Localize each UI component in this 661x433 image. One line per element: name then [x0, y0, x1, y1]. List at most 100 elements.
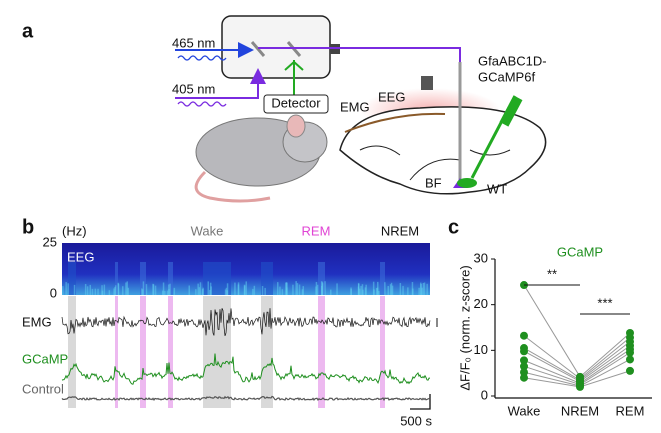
spectrogram-noise: [73, 284, 76, 295]
state-shade: [168, 296, 173, 408]
virus-label: GfaABC1D-: [478, 53, 547, 68]
spectrogram-noise: [302, 286, 304, 295]
spectrogram-noise: [226, 283, 229, 295]
spectrogram-noise: [114, 286, 116, 295]
spectrogram-burst: [140, 262, 146, 295]
spectrogram-noise: [152, 284, 155, 295]
spectrogram-noise: [336, 283, 338, 295]
panel-label: a: [22, 20, 34, 42]
state-shade: [115, 296, 118, 408]
spectrogram-burst: [115, 262, 118, 295]
spectrogram-noise: [321, 285, 323, 295]
spectrogram-burst: [168, 262, 173, 295]
spectrogram-noise: [421, 287, 423, 295]
spectrogram-noise: [97, 288, 99, 295]
spectrogram-noise: [384, 282, 386, 295]
spectrogram-noise: [324, 281, 326, 295]
spectrogram-noise: [89, 284, 91, 295]
genotype-label: WT: [487, 181, 507, 196]
spectrogram-noise: [376, 287, 379, 295]
spectrogram-noise: [188, 285, 190, 295]
spectrogram-noise: [145, 284, 148, 295]
control-trace: [61, 395, 431, 402]
spectrogram-noise: [141, 288, 143, 295]
spectrogram-noise: [264, 287, 266, 295]
wire: [344, 112, 446, 133]
state-shade: [261, 296, 273, 408]
data-point: [576, 382, 584, 391]
spectrogram-noise: [364, 287, 367, 295]
state-label: Wake: [191, 223, 224, 238]
trace-label: GCaMP: [22, 351, 68, 366]
spectrogram-noise: [162, 290, 164, 295]
spectrogram-noise: [423, 282, 426, 295]
spectrogram-noise: [420, 283, 422, 295]
brain-fold: [359, 145, 511, 181]
freq-unit: (Hz): [62, 223, 87, 238]
data-point: [520, 331, 528, 340]
spectrogram-noise: [292, 284, 294, 295]
wave: [177, 101, 227, 107]
spectrogram-noise: [127, 287, 129, 295]
spectrogram-noise: [94, 288, 97, 295]
spectrogram-noise: [387, 286, 389, 295]
spectrogram-noise: [199, 282, 202, 295]
data-point: [520, 356, 528, 365]
gcamp-trace: [61, 353, 430, 385]
spectrogram-noise: [164, 290, 166, 295]
spectrogram-noise: [281, 289, 284, 295]
spectrogram-noise: [108, 290, 111, 295]
spectrogram-noise: [117, 282, 119, 295]
emission: [284, 60, 304, 95]
spectrogram-noise: [91, 288, 94, 295]
spectrogram-noise: [399, 283, 402, 295]
spectrogram-noise: [361, 284, 364, 295]
state-shade: [140, 296, 146, 408]
spectrogram-burst: [68, 262, 76, 295]
spectrogram-burst: [318, 262, 325, 295]
spectrogram-noise: [237, 284, 240, 295]
brain: [339, 106, 547, 195]
spectrogram-noise: [330, 289, 332, 295]
scale-label: 500 s: [400, 413, 432, 428]
state-label: NREM: [381, 223, 419, 238]
spectrogram-noise: [426, 283, 428, 295]
spectrogram-noise: [253, 285, 256, 295]
spectrogram-noise: [125, 282, 127, 295]
spectrogram-noise: [243, 284, 246, 295]
spectrogram-noise: [122, 286, 124, 295]
freq-tick: 0: [50, 285, 57, 300]
spectrogram-noise: [261, 286, 264, 295]
y-tick-label: 0: [481, 387, 488, 402]
spectrogram-burst: [261, 262, 273, 295]
panel-a: a 465 nm 405 nm Detector GfaABC1D- GCaMP…: [22, 15, 547, 203]
spectrogram-noise: [301, 289, 304, 295]
spectrogram-noise: [209, 289, 211, 295]
spectrogram-noise: [173, 287, 176, 295]
trace-label: EMG: [22, 314, 52, 329]
spectrogram-noise: [101, 285, 103, 295]
detector-box: [263, 94, 329, 114]
spectrogram-noise: [141, 289, 144, 295]
syringe: [499, 95, 523, 127]
spectrogram-noise: [65, 282, 67, 295]
laser-label: 465 nm: [172, 35, 215, 50]
sig-label: ***: [597, 295, 612, 310]
virus-label: GCaMP6f: [478, 69, 535, 84]
spectrogram-noise: [169, 283, 171, 295]
state-shade: [68, 296, 76, 408]
mouse-tail: [194, 170, 271, 203]
sig-label: **: [547, 266, 557, 281]
spectrogram-noise: [126, 281, 128, 295]
spectrogram-noise: [103, 284, 106, 295]
data-point: [520, 347, 528, 356]
y-tick-label: 30: [474, 250, 488, 265]
spectrogram-noise: [298, 284, 301, 295]
spectrogram-noise: [234, 282, 236, 295]
state-shade: [318, 296, 325, 408]
chart-title: GCaMP: [557, 244, 603, 259]
spectrogram-noise: [202, 289, 204, 295]
emg-trace: [61, 308, 431, 337]
state-shade: [380, 296, 385, 408]
